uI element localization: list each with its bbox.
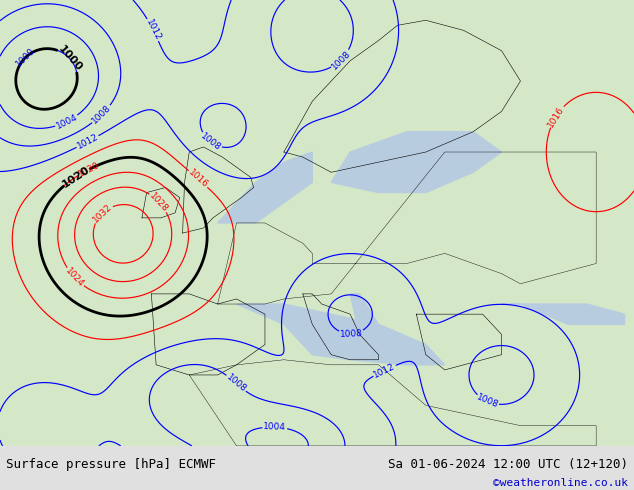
- Polygon shape: [236, 304, 444, 365]
- Polygon shape: [331, 132, 501, 193]
- Polygon shape: [183, 147, 254, 233]
- Text: 1000: 1000: [14, 46, 37, 69]
- Text: 1012: 1012: [144, 18, 162, 42]
- Text: 1012: 1012: [372, 362, 397, 380]
- Text: 1016: 1016: [186, 168, 210, 190]
- Polygon shape: [417, 314, 501, 370]
- Text: 1008: 1008: [330, 49, 353, 71]
- Text: 1020: 1020: [61, 164, 92, 189]
- Text: 1016: 1016: [547, 104, 566, 128]
- Text: 1008: 1008: [90, 103, 113, 126]
- Text: 1032: 1032: [91, 202, 114, 224]
- Polygon shape: [501, 304, 624, 324]
- Polygon shape: [190, 360, 596, 446]
- Text: 1024: 1024: [63, 266, 86, 289]
- Text: 1028: 1028: [148, 191, 170, 214]
- Text: 1012: 1012: [75, 132, 100, 151]
- Text: Sa 01-06-2024 12:00 UTC (12+120): Sa 01-06-2024 12:00 UTC (12+120): [387, 458, 628, 471]
- Polygon shape: [217, 152, 313, 223]
- Text: Surface pressure [hPa] ECMWF: Surface pressure [hPa] ECMWF: [6, 458, 216, 471]
- Polygon shape: [303, 294, 378, 360]
- Text: ©weatheronline.co.uk: ©weatheronline.co.uk: [493, 478, 628, 488]
- Polygon shape: [284, 20, 521, 172]
- Polygon shape: [142, 188, 180, 218]
- Text: 1008: 1008: [224, 372, 248, 394]
- Text: 1004: 1004: [55, 113, 79, 131]
- Text: 1008: 1008: [476, 393, 500, 410]
- Text: 1008: 1008: [339, 329, 363, 339]
- Polygon shape: [350, 294, 388, 344]
- Text: 1020: 1020: [77, 160, 101, 179]
- Text: 1004: 1004: [263, 422, 287, 432]
- Polygon shape: [152, 294, 265, 375]
- Text: 1000: 1000: [56, 44, 84, 74]
- Polygon shape: [217, 152, 596, 304]
- Text: 1008: 1008: [199, 131, 223, 152]
